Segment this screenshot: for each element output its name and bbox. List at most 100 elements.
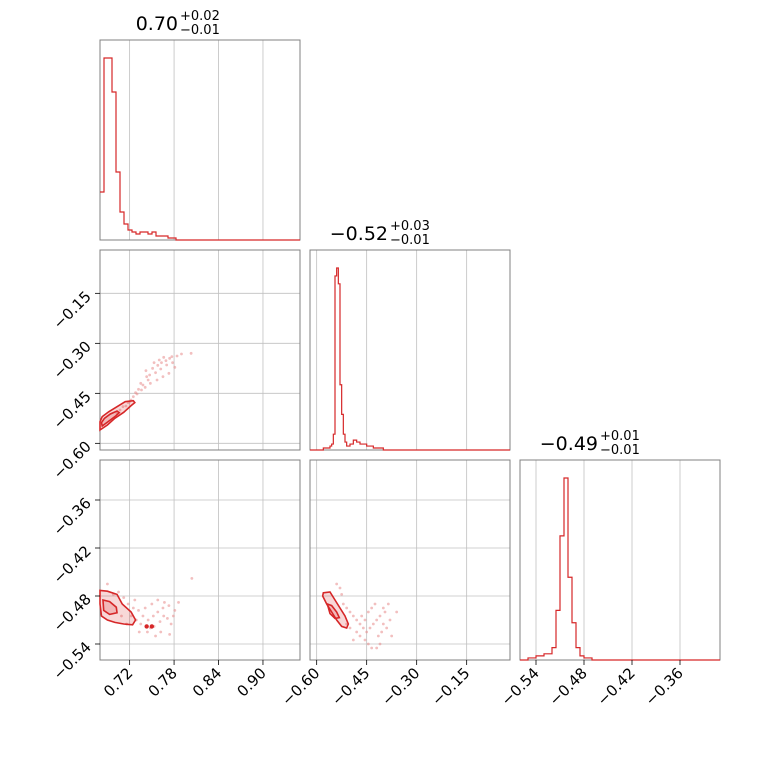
y-tick-label: −0.45 [50,387,95,432]
y-tick-label: −0.30 [50,337,95,382]
sample-point [358,622,362,626]
param-title-upper: +0.03 [390,219,430,234]
param-title-value: −0.49 [540,433,598,455]
sample-point [370,606,374,610]
sample-point [189,351,193,355]
x-tick-label: −0.48 [546,664,591,709]
sample-point [148,373,152,377]
panel-frame [309,459,511,661]
x-tick-label: 0.78 [145,664,181,700]
sample-point [163,601,166,604]
sample-point [151,366,154,370]
sample-point [151,614,155,618]
x-tick-label: −0.60 [278,664,323,709]
y-tick-label: −0.48 [50,590,95,635]
sample-point [358,634,362,638]
sample-point [365,630,369,634]
sample-point [366,642,370,646]
sample-point [190,577,194,580]
sample-point [348,610,352,614]
sample-point [383,610,387,614]
density-peak-point [144,624,149,629]
param-title-upper: +0.01 [600,429,640,444]
sample-point [395,610,399,614]
sample-point [120,614,123,618]
density-contour [99,589,137,626]
sample-point [131,395,135,399]
sample-point [173,609,177,612]
panel-frame [99,249,301,451]
x-tick-label: −0.36 [642,664,687,709]
sample-point [143,385,147,389]
sample-point [118,408,122,412]
sample-point [373,602,377,606]
sample-point [168,356,172,360]
sample-point [117,590,120,594]
sample-point [159,367,163,371]
panel-frame [99,459,301,661]
sample-point [139,381,143,385]
sample-point [341,602,345,606]
sample-point [345,606,349,610]
sample-point [368,626,372,630]
param-title-lower: −0.01 [600,443,640,458]
sample-point [361,626,365,630]
density-contour [326,602,341,620]
density-peak-point [149,624,155,629]
param-title-lower: −0.01 [180,23,220,38]
sample-point [167,604,171,607]
sample-point [351,638,355,642]
sample-point [380,630,384,634]
sample-point [169,622,173,626]
sample-point [175,354,179,358]
sample-point [155,378,159,382]
x-tick-label: 0.72 [100,664,136,700]
sample-point [375,618,379,622]
sample-point [378,642,382,646]
sample-point [378,614,382,618]
sample-point [348,626,352,630]
x-tick-label: 0.90 [233,664,269,700]
sample-point [363,618,367,622]
sample-point [338,586,342,590]
param-title-upper: +0.02 [180,9,220,24]
sample-point [173,365,177,369]
sample-point [146,618,150,622]
sample-point [124,404,128,408]
sample-point [376,634,380,638]
sample-point [165,363,169,367]
density-contour [100,410,121,428]
sample-point [145,375,149,379]
sample-point [150,602,154,606]
param-title-lower: −0.01 [390,233,430,248]
sample-point [370,646,374,650]
y-tick-label: −0.54 [50,638,95,683]
sample-point [144,369,148,373]
sample-point [363,638,367,642]
sample-point [106,582,109,586]
sample-point [131,606,135,610]
sample-point [137,630,141,634]
sample-point [157,358,161,362]
sample-point [360,614,364,618]
sample-point [137,609,140,612]
sample-point [385,626,389,630]
sample-point [166,617,169,620]
sample-point [162,355,166,359]
sample-point [390,634,394,638]
sample-point [134,391,137,395]
sample-point [170,355,174,359]
sample-point [386,602,390,606]
sample-point [137,387,140,391]
sample-point [154,371,157,375]
sample-point [154,634,157,638]
sample-point [158,620,162,623]
y-tick-label: −0.60 [50,437,95,482]
y-tick-label: −0.42 [50,542,95,587]
y-tick-label: −0.15 [50,287,95,332]
x-tick-label: −0.54 [498,664,543,709]
sample-point [156,610,160,614]
x-tick-label: −0.15 [428,664,473,709]
param-title-value: 0.70 [136,13,178,35]
sample-point [355,630,359,634]
